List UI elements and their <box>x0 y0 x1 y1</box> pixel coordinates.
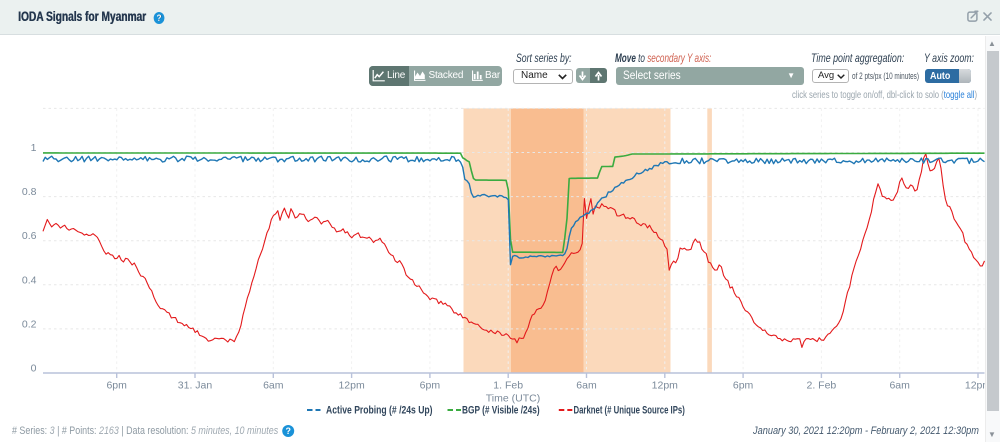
svg-text:Darknet (# Unique Source IPs): Darknet (# Unique Source IPs) <box>574 404 685 417</box>
svg-text:0.6: 0.6 <box>22 230 37 242</box>
svg-text:1. Feb: 1. Feb <box>493 380 523 392</box>
svg-text:6pm: 6pm <box>420 380 441 392</box>
svg-text:6pm: 6pm <box>733 380 754 392</box>
svg-text:12pm: 12pm <box>338 380 365 392</box>
svg-text:6pm: 6pm <box>106 380 127 392</box>
svg-text:12pm: 12pm <box>965 380 992 392</box>
svg-text:0.2: 0.2 <box>22 318 37 330</box>
svg-text:6am: 6am <box>889 380 910 392</box>
svg-text:Time (UTC): Time (UTC) <box>486 393 540 405</box>
svg-text:1: 1 <box>31 142 37 154</box>
svg-text:0: 0 <box>31 363 37 375</box>
svg-text:Active Probing (# /24s Up): Active Probing (# /24s Up) <box>326 405 433 417</box>
svg-text:12pm: 12pm <box>652 380 679 392</box>
svg-text:0.4: 0.4 <box>22 274 37 286</box>
svg-text:6am: 6am <box>576 380 597 392</box>
svg-text:6am: 6am <box>263 380 284 392</box>
svg-text:31. Jan: 31. Jan <box>178 380 213 392</box>
svg-text:2. Feb: 2. Feb <box>807 380 837 392</box>
svg-text:0.8: 0.8 <box>22 186 37 198</box>
svg-text:BGP (# Visible /24s): BGP (# Visible /24s) <box>462 404 540 416</box>
